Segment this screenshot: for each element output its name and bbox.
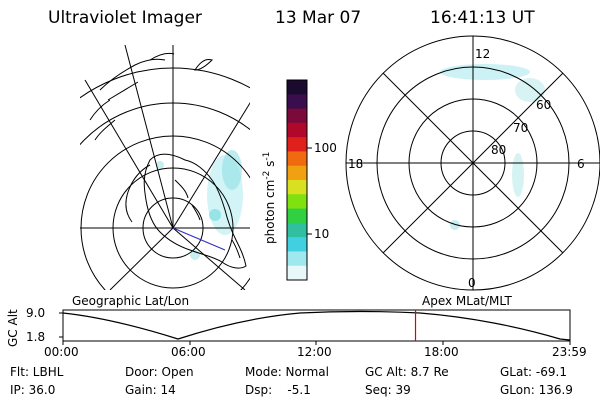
mlat-80-label: 80 bbox=[491, 143, 507, 157]
colorbar-tick-10: 10 bbox=[314, 227, 330, 241]
meridian bbox=[172, 227, 246, 290]
colorbar-band bbox=[287, 208, 307, 224]
x-tick-0600: 06:00 bbox=[171, 345, 206, 359]
filter-status: Flt: LBHL bbox=[10, 365, 64, 379]
date-label: 13 Mar 07 bbox=[275, 8, 362, 28]
meridian bbox=[172, 102, 250, 229]
mlt-0-label: 0 bbox=[468, 276, 476, 290]
dsp-status: Dsp: -5.1 bbox=[245, 383, 311, 397]
timeline-panel bbox=[59, 309, 571, 345]
geo-label: Geographic Lat/Lon bbox=[72, 294, 190, 308]
colorbar-band bbox=[287, 265, 307, 281]
glat-status: GLat: -69.1 bbox=[500, 365, 567, 379]
colorbar-frame bbox=[286, 79, 308, 281]
gain-status: Gain: 14 bbox=[125, 383, 176, 397]
glon-status: GLon: 136.9 bbox=[500, 383, 573, 397]
colorbar-band bbox=[287, 108, 307, 124]
y-tick-high: 9.0 bbox=[26, 306, 46, 320]
coastline bbox=[174, 179, 201, 221]
colorbar bbox=[287, 80, 307, 281]
mode-status: Mode: Normal bbox=[245, 365, 329, 379]
gc-alt-axis-label: GC Alt bbox=[6, 309, 20, 347]
altitude-curve bbox=[62, 310, 571, 341]
diagonal-line bbox=[382, 72, 564, 254]
meridian bbox=[84, 79, 174, 229]
coastline bbox=[125, 164, 151, 223]
mlt-18-label: 18 bbox=[348, 157, 364, 171]
coastline bbox=[99, 58, 166, 101]
colorbar-band bbox=[287, 80, 307, 95]
colorbar-band bbox=[287, 237, 307, 252]
ip-status: IP: 36.0 bbox=[10, 383, 56, 397]
colorbar-band bbox=[287, 251, 307, 267]
coastline bbox=[143, 153, 247, 269]
colorbar-band bbox=[287, 151, 307, 167]
polar-plot bbox=[345, 35, 600, 291]
coastline bbox=[231, 239, 241, 259]
mlat-60-label: 60 bbox=[536, 98, 552, 112]
geographic-map bbox=[80, 45, 250, 290]
meridian bbox=[124, 45, 174, 229]
gc-alt-status: GC Alt: 8.7 Re bbox=[365, 365, 449, 379]
coastline bbox=[89, 99, 116, 141]
mlt-12-label: 12 bbox=[475, 47, 491, 61]
colorbar-band bbox=[287, 194, 307, 210]
colorbar-tick-100: 100 bbox=[314, 141, 337, 155]
y-tick-low: 1.8 bbox=[26, 330, 46, 344]
mlt-6-label: 6 bbox=[577, 157, 585, 171]
coastline bbox=[194, 59, 213, 71]
colorbar-band bbox=[287, 122, 307, 138]
coastline bbox=[149, 52, 175, 61]
timeline-frame bbox=[62, 309, 571, 342]
time-label: 16:41:13 UT bbox=[430, 8, 535, 28]
x-tick-1800: 18:00 bbox=[424, 345, 459, 359]
apex-label: Apex MLat/MLT bbox=[422, 294, 512, 308]
meridian bbox=[109, 227, 174, 290]
colorbar-unit-label: photon cm-2 s-1 bbox=[262, 151, 277, 244]
colorbar-band bbox=[287, 222, 307, 238]
colorbar-band bbox=[287, 137, 307, 152]
mlat-70-label: 70 bbox=[513, 121, 529, 135]
x-tick-1200: 12:00 bbox=[297, 345, 332, 359]
colorbar-band bbox=[287, 165, 307, 181]
instrument-title: Ultraviolet Imager bbox=[48, 8, 202, 28]
door-status: Door: Open bbox=[125, 365, 194, 379]
ground-track bbox=[172, 227, 226, 251]
colorbar-band bbox=[287, 94, 307, 110]
x-tick-2359: 23:59 bbox=[552, 345, 587, 359]
seq-status: Seq: 39 bbox=[365, 383, 411, 397]
x-tick-0000: 00:00 bbox=[44, 345, 79, 359]
colorbar-band bbox=[287, 180, 307, 195]
